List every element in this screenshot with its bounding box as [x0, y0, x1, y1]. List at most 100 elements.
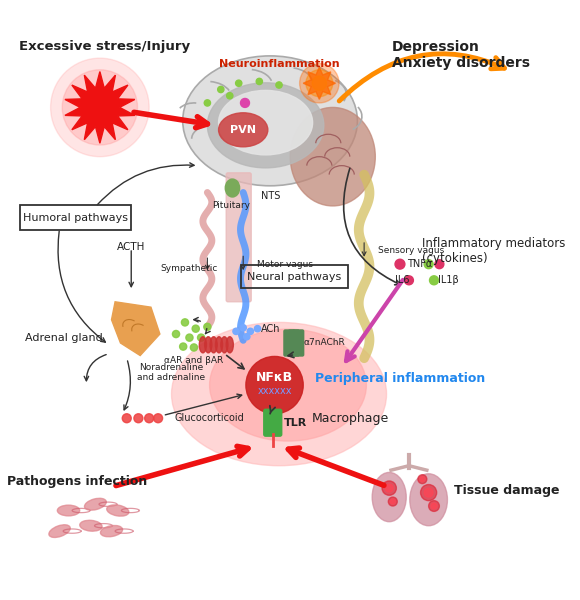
Text: Inflammatory mediators
(cytokines): Inflammatory mediators (cytokines)	[422, 237, 566, 265]
Ellipse shape	[208, 83, 324, 168]
Circle shape	[198, 334, 205, 341]
Ellipse shape	[219, 91, 313, 155]
Polygon shape	[65, 71, 135, 143]
Text: Motor vagus: Motor vagus	[256, 260, 313, 269]
Circle shape	[276, 82, 282, 88]
Text: Neural pathways: Neural pathways	[247, 272, 342, 282]
Circle shape	[389, 497, 397, 506]
Ellipse shape	[80, 520, 102, 531]
Circle shape	[385, 484, 393, 492]
Circle shape	[306, 70, 333, 97]
Circle shape	[418, 475, 427, 484]
Circle shape	[390, 499, 395, 504]
Circle shape	[424, 260, 433, 269]
Circle shape	[435, 260, 444, 269]
Ellipse shape	[209, 329, 367, 441]
Text: Tissue damage: Tissue damage	[454, 484, 559, 497]
Text: Humoral pathways: Humoral pathways	[23, 212, 128, 223]
Circle shape	[204, 100, 211, 106]
Circle shape	[312, 76, 327, 91]
Circle shape	[246, 356, 303, 414]
Ellipse shape	[215, 337, 223, 353]
Text: TLR: TLR	[284, 418, 307, 428]
Circle shape	[300, 64, 339, 103]
Circle shape	[134, 414, 143, 423]
Ellipse shape	[219, 113, 268, 147]
Text: Pathogens infection: Pathogens infection	[8, 475, 147, 488]
FancyBboxPatch shape	[264, 409, 282, 436]
Text: IL6: IL6	[394, 275, 409, 285]
Ellipse shape	[172, 322, 386, 466]
Circle shape	[240, 325, 246, 331]
Text: α7nAChR: α7nAChR	[303, 338, 345, 347]
Text: ACTH: ACTH	[117, 242, 146, 252]
Ellipse shape	[221, 337, 228, 353]
Ellipse shape	[57, 505, 79, 516]
Text: Pituitary: Pituitary	[212, 200, 249, 209]
FancyBboxPatch shape	[293, 330, 304, 356]
Circle shape	[235, 80, 242, 86]
Text: Excessive stress/Injury: Excessive stress/Injury	[19, 40, 190, 53]
Circle shape	[180, 343, 187, 350]
Ellipse shape	[100, 526, 122, 537]
Circle shape	[227, 92, 233, 99]
Ellipse shape	[290, 107, 375, 206]
Circle shape	[144, 414, 154, 423]
Circle shape	[190, 344, 198, 351]
Circle shape	[233, 328, 239, 334]
Circle shape	[247, 328, 253, 334]
Circle shape	[186, 334, 193, 341]
Ellipse shape	[210, 337, 218, 353]
Text: Adrenal gland: Adrenal gland	[25, 332, 103, 343]
Circle shape	[256, 78, 263, 85]
Circle shape	[424, 488, 433, 497]
Text: ACh: ACh	[261, 323, 281, 334]
Circle shape	[50, 58, 149, 157]
Circle shape	[122, 414, 131, 423]
Text: Glucocorticoid: Glucocorticoid	[174, 413, 244, 423]
Circle shape	[204, 323, 211, 331]
Text: NFκB: NFκB	[256, 371, 293, 385]
Ellipse shape	[226, 337, 233, 353]
Circle shape	[241, 98, 249, 107]
Ellipse shape	[225, 179, 240, 197]
Circle shape	[218, 86, 224, 92]
Text: αAR and βAR: αAR and βAR	[164, 356, 223, 365]
Circle shape	[244, 334, 250, 340]
Ellipse shape	[183, 56, 357, 186]
Circle shape	[429, 500, 440, 511]
Ellipse shape	[49, 525, 70, 538]
Ellipse shape	[410, 474, 447, 526]
Text: Macrophage: Macrophage	[312, 412, 389, 425]
Circle shape	[395, 259, 405, 269]
Polygon shape	[111, 302, 160, 356]
Text: IL1β: IL1β	[438, 275, 459, 285]
Circle shape	[420, 476, 425, 482]
Circle shape	[172, 331, 180, 338]
Ellipse shape	[107, 505, 129, 516]
Circle shape	[192, 325, 200, 332]
FancyBboxPatch shape	[226, 173, 251, 302]
Circle shape	[431, 503, 437, 509]
Ellipse shape	[372, 472, 406, 522]
Text: Neuroinflammation: Neuroinflammation	[219, 59, 339, 69]
FancyBboxPatch shape	[288, 330, 299, 356]
Circle shape	[255, 326, 260, 332]
Circle shape	[182, 319, 188, 326]
Ellipse shape	[85, 498, 106, 510]
Text: Noradrenaline
and adrenaline: Noradrenaline and adrenaline	[137, 363, 205, 382]
Text: xxxxxx: xxxxxx	[258, 386, 292, 397]
Text: NTS: NTS	[261, 191, 281, 201]
Text: TNFα: TNFα	[407, 259, 432, 269]
Ellipse shape	[200, 337, 206, 353]
Ellipse shape	[205, 337, 212, 353]
Text: Depression
Anxiety disorders: Depression Anxiety disorders	[392, 40, 530, 70]
Text: Sympathetic: Sympathetic	[161, 264, 218, 273]
Polygon shape	[303, 67, 335, 100]
Circle shape	[404, 276, 414, 285]
Circle shape	[62, 70, 137, 145]
Text: Peripheral inflammation: Peripheral inflammation	[315, 371, 485, 385]
Circle shape	[420, 485, 437, 500]
Circle shape	[154, 414, 162, 423]
Circle shape	[382, 481, 396, 495]
